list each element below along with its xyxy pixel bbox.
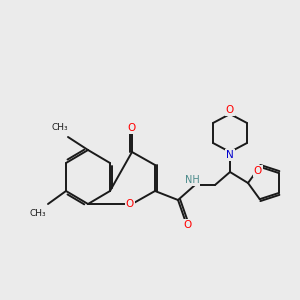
Text: NH: NH	[184, 175, 200, 185]
Text: N: N	[226, 150, 234, 160]
Text: CH₃: CH₃	[52, 124, 68, 133]
Text: O: O	[183, 220, 191, 230]
Text: O: O	[254, 166, 262, 176]
Text: O: O	[126, 199, 134, 209]
Text: O: O	[226, 105, 234, 115]
Text: O: O	[128, 123, 136, 133]
Text: CH₃: CH₃	[30, 209, 46, 218]
